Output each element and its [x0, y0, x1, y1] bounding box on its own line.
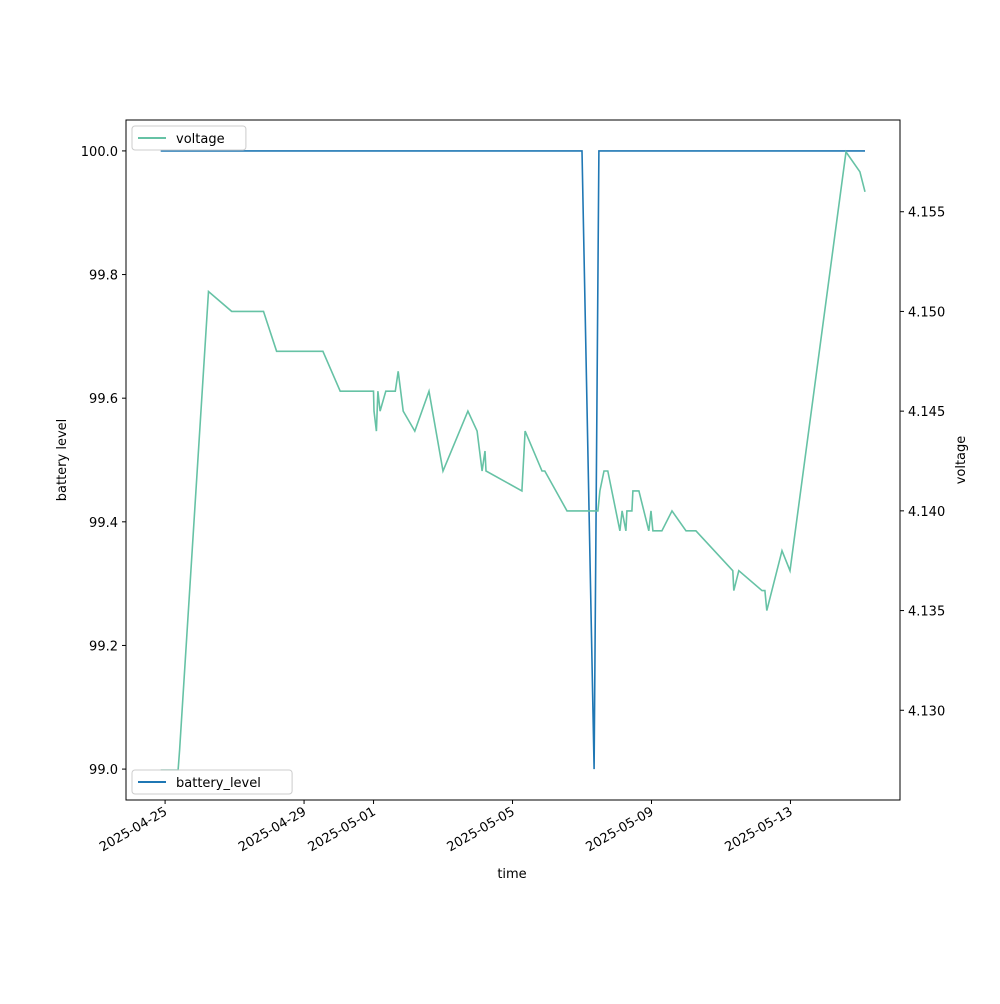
x-tick-label: 2025-04-25	[97, 804, 170, 855]
y2-tick-label: 4.130	[908, 704, 945, 719]
y-tick-label: 100.0	[81, 145, 118, 160]
y-axis-label: battery level	[55, 419, 70, 502]
y-tick-label: 99.2	[89, 639, 118, 654]
y2-tick-label: 4.145	[908, 405, 945, 420]
y-tick-label: 99.0	[89, 763, 118, 778]
y-tick-label: 99.4	[89, 516, 118, 531]
x-tick-label: 2025-05-05	[445, 804, 518, 855]
y2-axis-label: voltage	[954, 436, 969, 485]
legend-box	[131, 125, 247, 151]
line	[160, 149, 866, 771]
legend: voltage	[131, 125, 247, 151]
legend-label: voltage	[176, 132, 225, 147]
legend: battery_level	[131, 769, 293, 795]
x-axis-label: time	[497, 867, 526, 882]
plot-frame	[125, 119, 901, 801]
legend-box	[131, 769, 293, 795]
x-tick-label: 2025-05-13	[723, 804, 796, 855]
x-tick-label: 2025-05-01	[306, 804, 379, 855]
y2-tick-label: 4.135	[908, 605, 945, 620]
y2-tick-label: 4.150	[908, 305, 945, 320]
y2-tick-label: 4.140	[908, 505, 945, 520]
line	[160, 150, 865, 770]
y-tick-label: 99.8	[89, 269, 118, 284]
y-tick-label: 99.6	[89, 392, 118, 407]
x-tick-label: 2025-04-29	[236, 804, 309, 855]
legend-label: battery_level	[176, 776, 261, 791]
x-tick-label: 2025-05-09	[584, 804, 657, 855]
y2-tick-label: 4.155	[908, 206, 945, 221]
